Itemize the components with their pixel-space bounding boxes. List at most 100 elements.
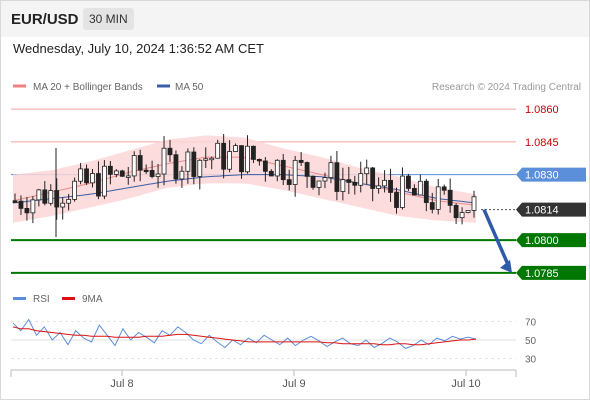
- candle: [113, 169, 119, 178]
- candle: [251, 145, 256, 164]
- candle-body: [316, 180, 322, 188]
- candle-body: [203, 158, 209, 161]
- candle-body: [191, 151, 197, 177]
- rsi-ma-line: [12, 326, 477, 346]
- legend-ma50-label: MA 50: [175, 82, 204, 93]
- candle-body: [280, 159, 286, 181]
- legend-ma20-label: MA 20 + Bollinger Bands: [33, 82, 143, 93]
- candle: [72, 177, 78, 202]
- candle: [179, 166, 185, 188]
- candle-body: [453, 204, 459, 219]
- candle-body: [24, 208, 30, 214]
- candle-body: [155, 173, 161, 177]
- rsi-tick-label: 50: [525, 336, 537, 347]
- candle: [423, 178, 429, 212]
- candle-body: [96, 173, 101, 197]
- candle-body: [268, 170, 274, 177]
- candle: [340, 167, 346, 201]
- candle: [215, 139, 221, 159]
- candle-body: [102, 165, 107, 197]
- candle-body: [185, 151, 191, 172]
- price-label: 1.0814: [516, 202, 586, 217]
- candle-body: [221, 142, 227, 170]
- candle: [239, 145, 244, 179]
- price-label-text: 1.0814: [525, 205, 559, 217]
- candle: [185, 148, 191, 184]
- candle-body: [394, 192, 399, 208]
- candle-body: [197, 159, 203, 177]
- candle: [292, 155, 298, 197]
- candle-body: [167, 147, 173, 156]
- candle-body: [322, 177, 328, 182]
- legend-rsi-swatch: [13, 297, 26, 300]
- candle-body: [274, 159, 280, 177]
- candle-body: [36, 189, 42, 201]
- candle-body: [137, 155, 143, 171]
- candle: [429, 192, 435, 214]
- candle-body: [435, 186, 441, 210]
- candle: [334, 150, 340, 201]
- candle-body: [143, 169, 149, 173]
- candle-body: [84, 168, 89, 184]
- candle: [155, 163, 161, 188]
- x-tick-label: Jul 10: [451, 378, 480, 390]
- candle-body: [352, 182, 358, 186]
- candle-body: [370, 167, 376, 189]
- candle: [406, 173, 411, 192]
- candle-body: [78, 168, 83, 182]
- candle-body: [286, 179, 292, 185]
- candle: [54, 178, 60, 220]
- resistance-level-label: 1.0860: [525, 104, 559, 116]
- candle: [143, 164, 149, 174]
- forecast-arrow-head: [500, 259, 512, 273]
- candle-body: [54, 190, 60, 208]
- candle-body: [107, 165, 113, 175]
- candle-body: [125, 175, 131, 178]
- candle-body: [209, 157, 215, 161]
- candle: [262, 157, 268, 182]
- candle: [96, 161, 101, 200]
- candle: [221, 134, 227, 179]
- price-label-bg: [516, 202, 586, 217]
- candle: [149, 160, 155, 179]
- rsi-tick-label: 30: [525, 355, 537, 366]
- candle-body: [364, 167, 370, 175]
- candle-body: [429, 202, 435, 210]
- candle-body: [179, 170, 185, 180]
- candle-body: [441, 186, 447, 191]
- candle: [316, 180, 322, 196]
- legend-ma20-swatch: [13, 84, 26, 88]
- candle: [447, 178, 453, 213]
- candle-body: [340, 179, 346, 192]
- candle: [209, 156, 215, 170]
- candle: [310, 175, 316, 190]
- candle: [12, 193, 18, 203]
- candle-body: [42, 189, 48, 204]
- candle: [358, 161, 364, 193]
- candle: [453, 203, 459, 225]
- candle: [30, 196, 36, 224]
- candle-body: [161, 147, 167, 175]
- candle: [191, 147, 197, 185]
- candle: [102, 160, 107, 200]
- resistance-level-label: 1.0845: [525, 137, 559, 149]
- timeframe-badge[interactable]: 30 MIN: [83, 8, 134, 30]
- candle: [459, 207, 465, 225]
- x-tick-label: Jul 8: [110, 378, 133, 390]
- candle-body: [60, 202, 66, 208]
- candle: [465, 210, 471, 214]
- candle: [66, 193, 72, 211]
- symbol-label: EUR/USD: [11, 11, 79, 28]
- candle: [471, 190, 477, 218]
- candle-body: [239, 145, 244, 173]
- candle-body: [251, 145, 256, 160]
- candle-body: [471, 196, 477, 211]
- candle: [245, 135, 250, 174]
- candle-body: [459, 212, 465, 219]
- pivot-level-label: 1.0830: [525, 170, 559, 182]
- candle-body: [411, 188, 417, 196]
- bollinger-band: [13, 135, 476, 223]
- candle-body: [18, 200, 24, 209]
- candle: [167, 139, 173, 162]
- candle: [352, 175, 358, 195]
